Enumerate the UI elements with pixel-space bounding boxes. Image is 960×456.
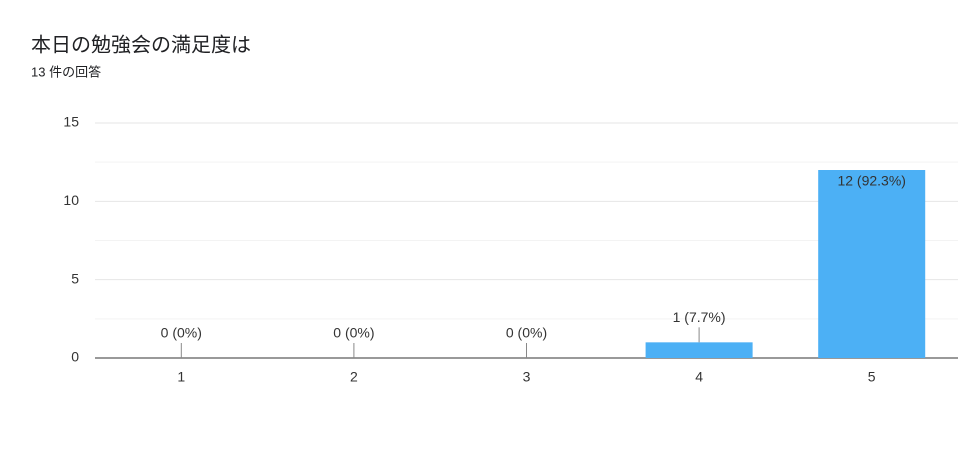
- y-tick-label: 5: [71, 270, 79, 286]
- x-tick-label: 5: [868, 369, 876, 385]
- bar: [818, 170, 926, 358]
- value-label: 0 (0%): [506, 325, 547, 341]
- y-tick-label: 10: [63, 192, 79, 208]
- x-tick-label: 3: [523, 369, 531, 385]
- y-tick-label: 15: [63, 114, 79, 130]
- y-tick-label: 0: [71, 349, 79, 365]
- value-label: 12 (92.3%): [837, 173, 905, 189]
- x-tick-label: 2: [350, 369, 358, 385]
- x-tick-label: 4: [695, 369, 703, 385]
- value-label: 0 (0%): [333, 325, 374, 341]
- chart-subtitle: 13 件の回答: [31, 64, 101, 79]
- chart-title: 本日の勉強会の満足度は: [31, 33, 251, 56]
- value-label: 1 (7.7%): [673, 309, 726, 325]
- bar: [645, 342, 753, 358]
- x-tick-label: 1: [177, 369, 185, 385]
- value-label: 0 (0%): [161, 325, 202, 341]
